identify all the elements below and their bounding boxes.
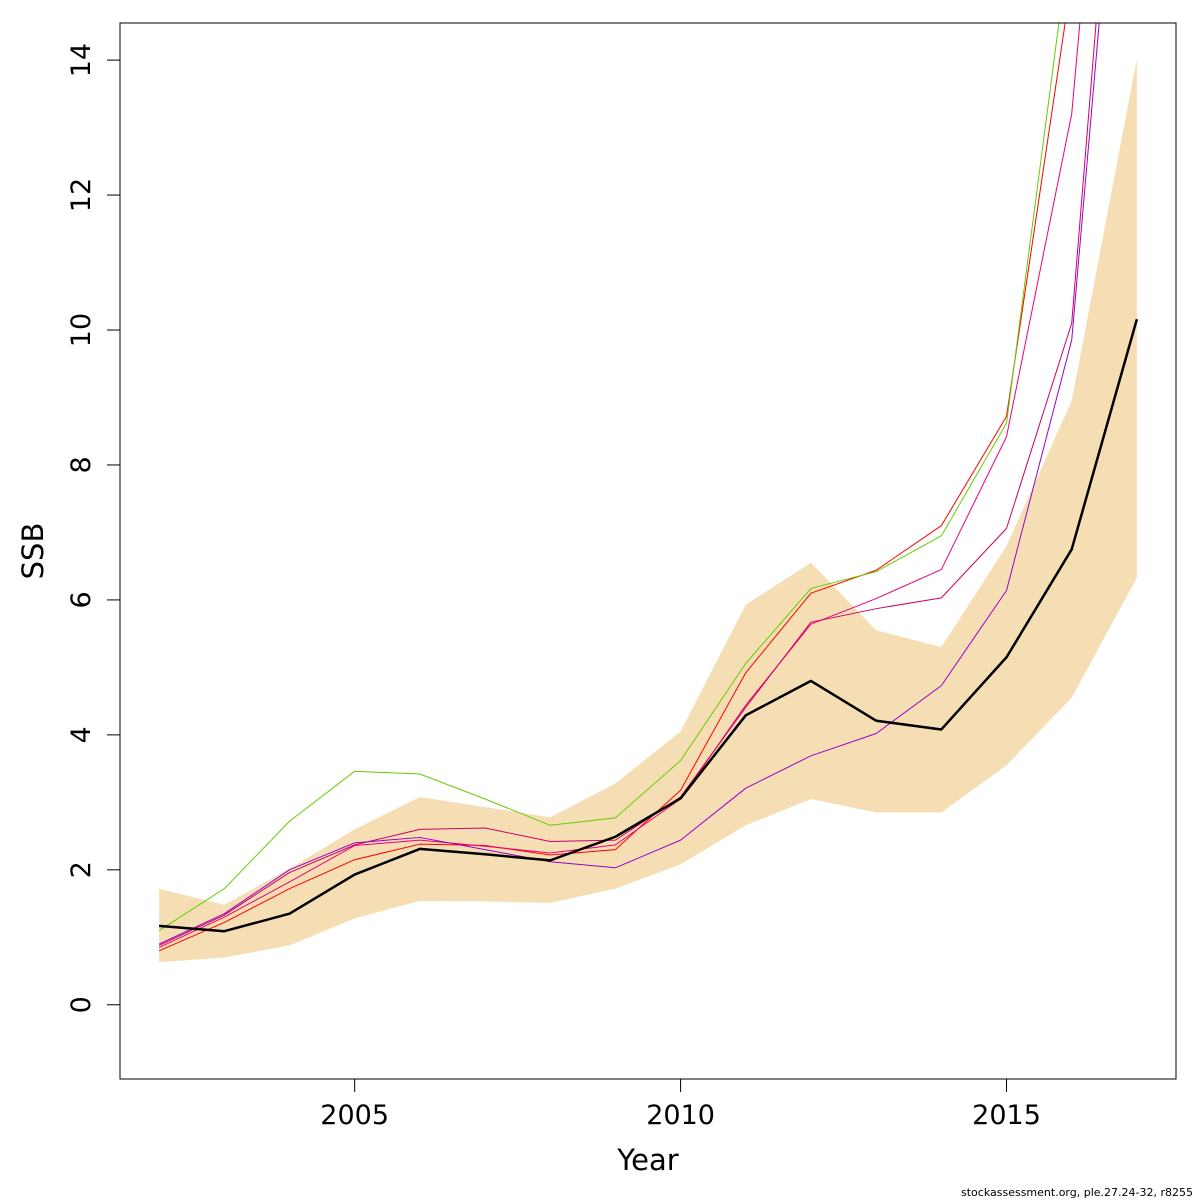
x-axis: 2005 2010 2015 bbox=[320, 1078, 1041, 1131]
series-lines bbox=[158, 23, 1139, 952]
y-axis: 0 2 4 6 8 10 12 14 bbox=[66, 43, 121, 1013]
x-tick-label: 2005 bbox=[320, 1100, 389, 1131]
y-tick-label: 10 bbox=[66, 313, 97, 347]
confidence-band bbox=[159, 58, 1137, 963]
series-line-1 bbox=[159, 318, 1139, 933]
y-tick-label: 6 bbox=[66, 591, 97, 608]
x-tick-label: 2015 bbox=[972, 1100, 1041, 1131]
y-tick-label: 0 bbox=[66, 996, 97, 1013]
y-tick-label: 12 bbox=[66, 178, 97, 212]
confidence-band-area bbox=[159, 58, 1137, 963]
series-line-3 bbox=[158, 23, 1060, 931]
x-axis-title: Year bbox=[616, 1143, 678, 1177]
y-tick-label: 4 bbox=[66, 726, 97, 743]
y-tick-label: 14 bbox=[66, 43, 97, 77]
y-axis-title: SSB bbox=[16, 523, 50, 580]
y-tick-label: 2 bbox=[66, 861, 97, 878]
y-tick-label: 8 bbox=[66, 456, 97, 473]
footer-credit: stockassessment.org, ple.27.24-32, r8255 bbox=[961, 1186, 1193, 1199]
series-line-4 bbox=[158, 23, 1081, 948]
x-tick-label: 2010 bbox=[646, 1100, 715, 1131]
series-line-6 bbox=[158, 23, 1100, 945]
series-line-2 bbox=[158, 23, 1066, 952]
